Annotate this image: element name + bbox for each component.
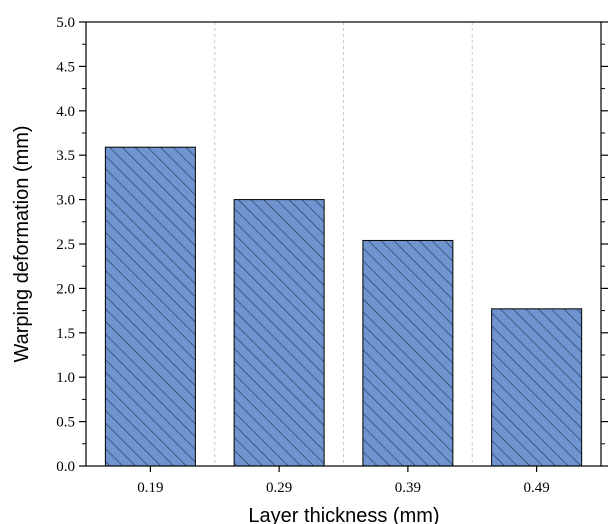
y-tick-label: 0.5 (56, 415, 75, 431)
x-tick-label: 0.49 (524, 480, 550, 496)
grid (214, 22, 473, 466)
y-tick-label: 3.0 (56, 193, 75, 209)
bar-0.39 (362, 239, 454, 467)
y-tick-labels: 0.0 0.5 1.0 1.5 2.0 2.5 3.0 3.5 4.0 4.5 5.0 (56, 15, 75, 475)
x-tick-label: 0.19 (137, 480, 163, 496)
y-tick-label: 3.5 (56, 148, 75, 164)
y-tick-label: 5.0 (56, 15, 75, 31)
y-tick-label: 0.0 (56, 459, 75, 475)
bars (104, 146, 583, 467)
bar-0.29 (233, 199, 325, 467)
x-tick-labels: 0.19 0.29 0.39 0.49 (137, 480, 550, 496)
y-tick-label: 1.0 (56, 370, 75, 386)
x-tick-label: 0.39 (395, 480, 421, 496)
y-tick-label: 4.0 (56, 104, 75, 120)
bar-0.49 (491, 308, 583, 467)
y-axis-title: Warping deformation (mm) (11, 125, 33, 362)
x-axis-title: Layer thickness (mm) (248, 505, 439, 524)
y-tick-label: 4.5 (56, 59, 75, 75)
axes (79, 21, 608, 472)
y-tick-label: 2.0 (56, 281, 75, 297)
x-tick-label: 0.29 (266, 480, 292, 496)
y-tick-label: 2.5 (56, 237, 75, 253)
y-tick-label: 1.5 (56, 326, 75, 342)
bar-0.19 (104, 146, 196, 467)
